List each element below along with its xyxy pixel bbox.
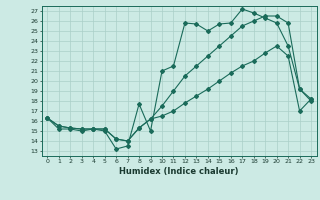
X-axis label: Humidex (Indice chaleur): Humidex (Indice chaleur) bbox=[119, 167, 239, 176]
